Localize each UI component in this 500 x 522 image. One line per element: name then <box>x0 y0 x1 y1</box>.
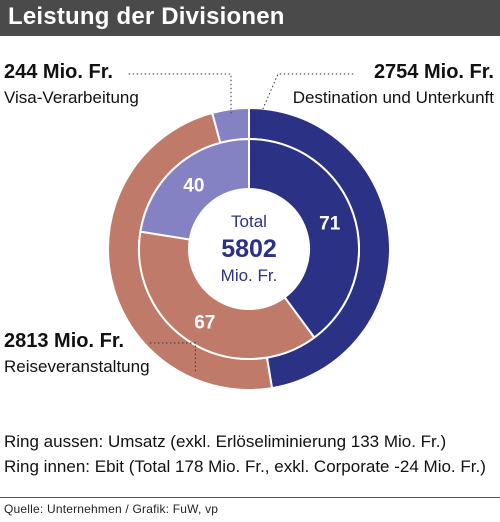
inner-ring-value-visa-verarbeitung: 40 <box>183 175 204 196</box>
inner-ring-slice-visa-verarbeitung <box>139 137 250 241</box>
inner-ring-value-destination-und-unterkunft: 71 <box>319 213 341 234</box>
inner-ring-value-reiseveranstaltung: 67 <box>194 313 215 334</box>
note-outer-ring: Ring aussen: Umsatz (exkl. Erlöseliminie… <box>4 432 447 451</box>
callout-value-reise: 2813 Mio. Fr. <box>4 330 124 352</box>
center-total-unit: Mio. Fr. <box>221 266 278 285</box>
title-bar: Leistung der Divisionen <box>0 0 500 36</box>
note-inner-ring: Ring innen: Ebit (Total 178 Mio. Fr., ex… <box>4 457 486 476</box>
source-credit: Quelle: Unternehmen / Grafik: FuW, vp <box>4 502 219 516</box>
footer-divider <box>0 497 500 498</box>
callout-label-visa: Visa-Verarbeitung <box>4 88 139 107</box>
chart-title: Leistung der Divisionen <box>8 3 285 30</box>
callout-value-destination: 2754 Mio. Fr. <box>374 61 494 83</box>
inner-ring-slice-reiseveranstaltung <box>138 230 316 360</box>
inner-ring-slice-destination-und-unterkunft <box>248 137 360 339</box>
callout-label-reise: Reiseveranstaltung <box>4 357 150 376</box>
callout-label-destination: Destination und Unterkunft <box>293 88 495 107</box>
callout-value-visa: 244 Mio. Fr. <box>4 61 113 83</box>
leader-line-reise <box>150 342 196 373</box>
center-total-value: 5802 <box>221 235 277 263</box>
leader-line-visa <box>128 73 232 114</box>
leader-line-destination <box>259 73 354 117</box>
center-total-label: Total <box>231 212 267 231</box>
donut-chart: 71 67 40 Total 5802 Mio. Fr. 244 Mio. Fr. Visa-… <box>4 61 495 391</box>
